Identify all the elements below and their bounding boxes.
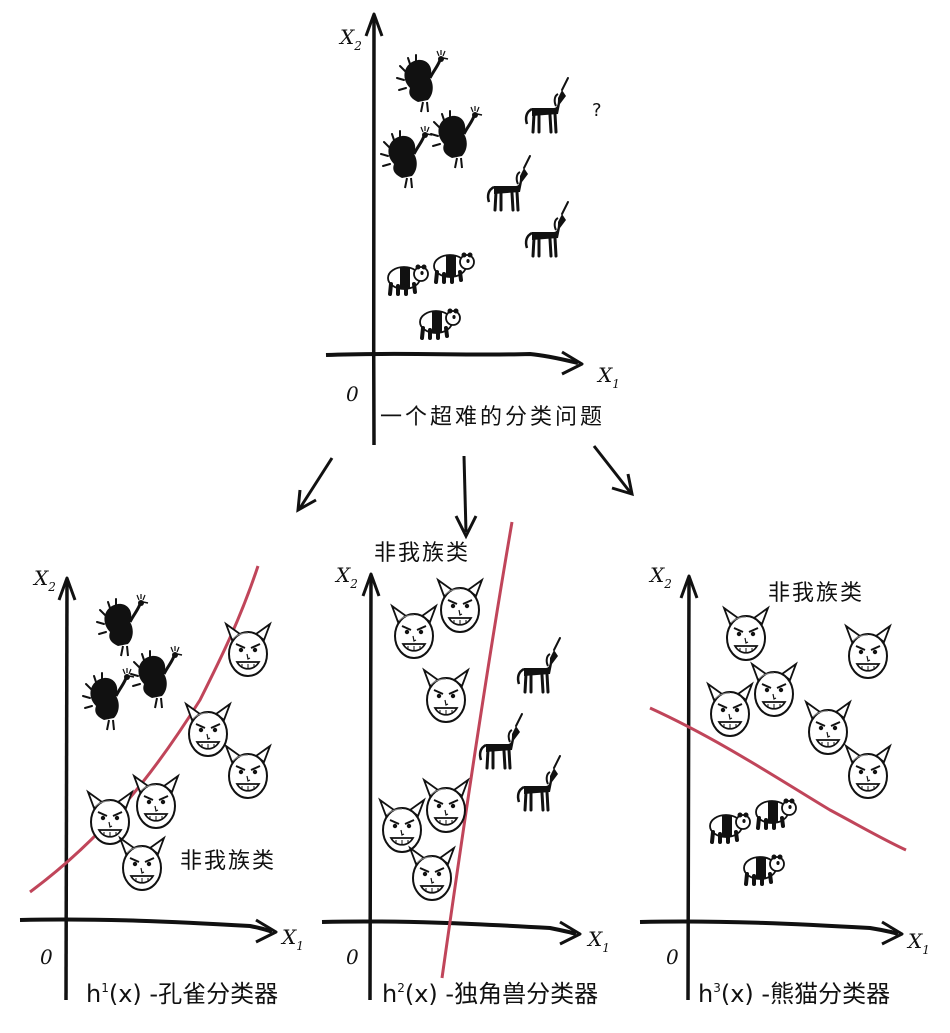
panel2-x2-label: X2 (334, 563, 358, 591)
devil-face-icon (437, 579, 483, 633)
panel2-caption: h2(x) -独角兽分类器 (382, 980, 598, 1008)
panel3-y-axis (686, 579, 692, 1001)
devil-face-icon (225, 623, 271, 677)
unknown-mark: ? (592, 100, 602, 121)
split-arrows (296, 445, 634, 540)
panel-panda: X2 X1 0 非我族类 h3(x) -熊猫分类器 (639, 563, 930, 1008)
panel2-x-axis (321, 919, 577, 936)
panel1-y-axis (64, 581, 70, 1001)
devil-face-icon (845, 625, 891, 679)
main-y-axis-arrow-icon (364, 12, 384, 37)
devil-face-icon (751, 663, 797, 717)
panda-decision-boundary (649, 706, 907, 852)
peacock-icon (81, 666, 136, 732)
main-x2-label: X2 (338, 25, 362, 53)
panel3-x1-label: X1 (906, 929, 930, 957)
unicorn-icon (516, 636, 562, 694)
devil-face-icon (225, 745, 271, 799)
peacock-icon (379, 124, 434, 190)
devil-face-icon (133, 775, 179, 829)
peacock-icon (395, 48, 450, 114)
panel2-x-arrow-icon (559, 920, 582, 946)
main-caption: 一个超难的分类问题 (380, 405, 605, 430)
devil-face-icon (391, 605, 437, 659)
panel3-x2-label: X2 (648, 563, 672, 591)
main-x1-label: X1 (596, 363, 620, 391)
devil-face-icon (423, 779, 469, 833)
panda-icon (418, 306, 462, 340)
panel1-caption: h1(x) -孔雀分类器 (86, 980, 278, 1008)
panel1-x2-label: X2 (32, 566, 56, 594)
devil-face-icon (185, 703, 231, 757)
panda-icon (386, 262, 430, 296)
panel2-y-arrow-icon (361, 572, 381, 597)
devil-face-icon (87, 791, 133, 845)
panel3-x-arrow-icon (881, 920, 904, 946)
panel3-x-axis (639, 919, 899, 936)
peacock-icon (95, 592, 150, 658)
main-origin-label: 0 (346, 382, 359, 406)
arrow-right-icon (592, 445, 632, 493)
panel3-origin-label: 0 (666, 945, 679, 969)
unicorn-icon (524, 200, 570, 258)
panel3-class-label: 非我族类 (768, 581, 864, 606)
unicorn-icon (486, 154, 532, 212)
devil-face-icon (379, 799, 425, 853)
main-y-axis (371, 17, 377, 446)
panel2-x1-label: X1 (586, 927, 610, 955)
arrow-down-icon (462, 455, 468, 533)
devil-face-icon (119, 837, 165, 891)
devil-face-icon (423, 669, 469, 723)
panel2-y-axis (368, 577, 374, 1001)
panel-peacock: X2 X1 0 非我族类 h1(x) -孔雀分类器 (19, 565, 304, 1008)
unicorn-decision-boundary (440, 521, 514, 979)
unicorn-icon (516, 754, 562, 812)
panel1-x-axis (19, 917, 273, 934)
peacock-icon (129, 644, 184, 710)
devil-face-icon (409, 847, 455, 901)
devil-face-icon (707, 683, 753, 737)
main-plot: X2 X1 0 ? 一个超难的分类问题 (325, 12, 620, 446)
main-x-axis-arrow-icon (561, 350, 584, 376)
panel1-y-arrow-icon (57, 576, 77, 601)
panel3-caption: h3(x) -熊猫分类器 (698, 980, 890, 1008)
panel-unicorn: X2 X1 0 非我族类 h2(x) -独角兽分类器 (321, 521, 610, 1008)
panel1-x1-label: X1 (280, 925, 304, 953)
panel1-origin-label: 0 (40, 945, 53, 969)
panel2-class-label: 非我族类 (374, 541, 470, 566)
devil-face-icon (845, 745, 891, 799)
devil-face-icon (805, 701, 851, 755)
panda-icon (742, 852, 786, 886)
panel1-class-label: 非我族类 (180, 849, 276, 874)
unicorn-icon (478, 712, 524, 770)
unicorn-icon (524, 76, 570, 134)
panel2-origin-label: 0 (346, 945, 359, 969)
arrow-left-icon (298, 457, 334, 509)
panda-icon (432, 250, 476, 284)
peacock-icon (429, 104, 484, 170)
panda-icon (708, 810, 752, 844)
panel1-x-arrow-icon (255, 918, 278, 944)
panda-icon (754, 796, 798, 830)
main-x-axis (325, 351, 579, 365)
devil-face-icon (723, 607, 769, 661)
panel3-y-arrow-icon (679, 574, 699, 599)
